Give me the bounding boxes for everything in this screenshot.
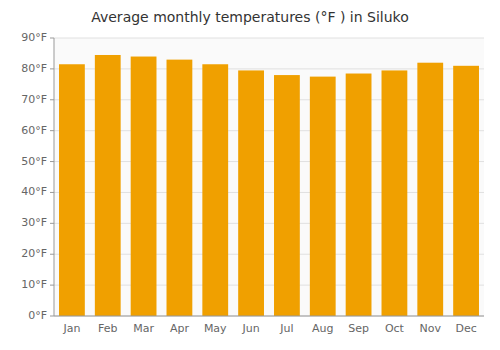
bar xyxy=(95,55,121,316)
y-tick xyxy=(50,285,54,286)
x-tick-label: Jan xyxy=(62,322,80,335)
y-tick-label: 80°F xyxy=(21,62,47,75)
bar xyxy=(346,74,372,316)
chart-svg: 0°F 10°F 20°F 30°F 40°F 50°F 60°F 70°F 80°F 90°F J… xyxy=(0,0,500,350)
x-axis: Jan Feb Mar Apr May Jun Jul Aug Sep Oct Nov Dec xyxy=(62,322,476,335)
grid-line xyxy=(54,316,484,317)
y-tick xyxy=(50,161,54,162)
y-tick-label: 0°F xyxy=(28,309,47,322)
bar xyxy=(453,66,479,316)
y-tick xyxy=(50,99,54,100)
y-axis: 0°F 10°F 20°F 30°F 40°F 50°F 60°F 70°F 80°F 90°F xyxy=(21,31,54,322)
y-tick-label: 50°F xyxy=(21,155,47,168)
bar xyxy=(382,70,408,316)
y-axis-line xyxy=(54,38,55,316)
bars xyxy=(59,55,479,316)
bar xyxy=(59,64,85,316)
title: Average monthly temperatures (°F ) in Si… xyxy=(91,9,409,25)
y-tick xyxy=(50,192,54,193)
x-tick-label: Dec xyxy=(455,322,476,335)
x-tick-label: Jul xyxy=(279,322,293,335)
y-tick-label: 30°F xyxy=(21,216,47,229)
y-tick xyxy=(50,38,54,39)
x-tick-label: May xyxy=(204,322,227,335)
y-tick-label: 90°F xyxy=(21,31,47,44)
grid xyxy=(54,38,484,316)
x-tick-label: Jun xyxy=(241,322,259,335)
x-axis-line xyxy=(54,316,484,317)
x-tick-label: Nov xyxy=(420,322,442,335)
x-tick-label: Oct xyxy=(385,322,405,335)
x-tick-label: Feb xyxy=(98,322,117,335)
y-tick-label: 20°F xyxy=(21,247,47,260)
y-tick xyxy=(50,130,54,131)
grid-line xyxy=(54,38,484,39)
y-tick-label: 70°F xyxy=(21,93,47,106)
y-tick-label: 10°F xyxy=(21,278,47,291)
y-tick-label: 40°F xyxy=(21,185,47,198)
y-tick-label: 60°F xyxy=(21,124,47,137)
chart-container: 0°F 10°F 20°F 30°F 40°F 50°F 60°F 70°F 80°F 90°F J… xyxy=(0,0,500,350)
x-tick-label: Mar xyxy=(133,322,154,335)
x-tick-label: Aug xyxy=(312,322,333,335)
y-tick xyxy=(50,68,54,69)
bar xyxy=(131,57,157,316)
y-tick xyxy=(50,254,54,255)
y-tick xyxy=(50,316,54,317)
bar xyxy=(238,70,264,316)
bar xyxy=(310,77,336,316)
bar xyxy=(274,75,300,316)
bar xyxy=(202,64,228,316)
y-tick xyxy=(50,223,54,224)
x-tick-label: Apr xyxy=(170,322,190,335)
bar xyxy=(167,60,193,316)
plot-background xyxy=(54,38,484,316)
bar xyxy=(417,63,443,316)
x-tick-label: Sep xyxy=(348,322,369,335)
